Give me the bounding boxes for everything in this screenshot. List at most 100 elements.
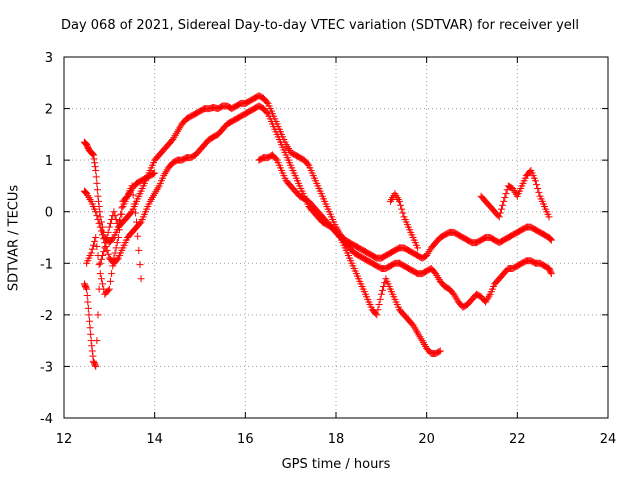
data-point [151,169,159,177]
data-point [130,200,138,208]
y-tick-label: -1 [40,257,53,272]
data-point [502,190,510,198]
data-point [113,255,121,263]
y-tick-label: 2 [45,103,53,118]
grid [64,57,608,418]
data-point [85,311,93,319]
data-point [97,255,105,263]
data-point [91,361,99,369]
data-point [96,223,104,231]
data-point [106,219,114,227]
y-tick-label: 3 [45,51,53,66]
data-point [129,191,137,199]
x-axis-label: GPS time / hours [281,457,391,472]
data-point [103,234,111,241]
data-point [96,270,104,278]
data-point [374,306,382,314]
data-point [94,192,102,200]
data-point [116,226,124,234]
data-point [137,275,145,283]
data-point [90,155,98,163]
data-point [97,227,105,235]
data-point [108,270,116,278]
data-point [100,248,108,256]
data-point [86,324,94,332]
data-point [92,234,100,241]
x-tick-label: 22 [509,432,526,447]
data-point [547,236,555,244]
data-point [113,239,121,247]
data-point [546,235,554,243]
data-point [97,275,105,283]
tick-labels: 12 14 16 18 20 22 24 3 2 1 0 -1 -2 -3 -4 [40,51,616,447]
data-point [96,259,104,267]
data-point [110,208,118,216]
data-point [304,160,312,168]
data-point [547,235,555,243]
data-point [92,173,100,181]
data-point [547,270,555,278]
data-point [136,219,144,227]
data-point [376,295,384,303]
data-point [436,347,444,355]
data-point [150,170,158,178]
data-point [136,261,144,269]
data-point [497,205,505,213]
plot-frame [63,56,609,419]
y-tick-label: -3 [40,360,53,375]
data-point [95,219,103,227]
data-point [375,301,383,309]
data-point [87,249,95,257]
data-point [92,166,100,174]
y-tick-label: -2 [40,309,53,324]
data-point [110,254,118,262]
data-point [99,231,107,239]
data-point [395,197,403,205]
x-tick-label: 20 [418,432,435,447]
data-point [263,108,271,116]
data-point [112,244,120,252]
axes [63,56,609,419]
data-point [135,246,143,254]
data-point [92,362,100,370]
data-point [82,284,90,292]
data-point [92,208,100,216]
data-point [89,241,97,249]
data-point [414,244,422,252]
data-point [399,209,407,217]
data-point [105,285,113,293]
data-point [134,232,142,240]
data-point [89,352,97,360]
data-point [83,285,91,293]
data-point [112,215,120,223]
data-point [104,250,112,258]
data-point [114,234,122,241]
data-point [101,244,109,252]
data-point [547,268,555,276]
data-point [87,330,95,338]
data-point [495,213,503,221]
data-point [88,150,96,158]
data-point [377,290,385,298]
x-tick-label: 16 [237,432,254,447]
data-point [118,204,126,212]
data-point [91,237,99,245]
data-point [89,151,97,159]
data-point [105,223,113,231]
x-tick-label: 14 [146,432,163,447]
chart-title: Day 068 of 2021, Sidereal Day-to-day VTE… [60,18,580,33]
x-tick-label: 24 [600,432,617,447]
data-point [86,317,93,325]
data-point [128,182,136,190]
series-track-4 [83,166,553,298]
data-point [500,197,508,205]
data-point [100,235,108,243]
data-point [397,201,405,209]
data-point [373,311,381,319]
data-point [531,177,539,185]
x-tick-label: 12 [56,432,73,447]
data-point [499,201,507,209]
data-point [535,188,543,196]
data-point [378,286,386,294]
data-point [93,337,101,345]
